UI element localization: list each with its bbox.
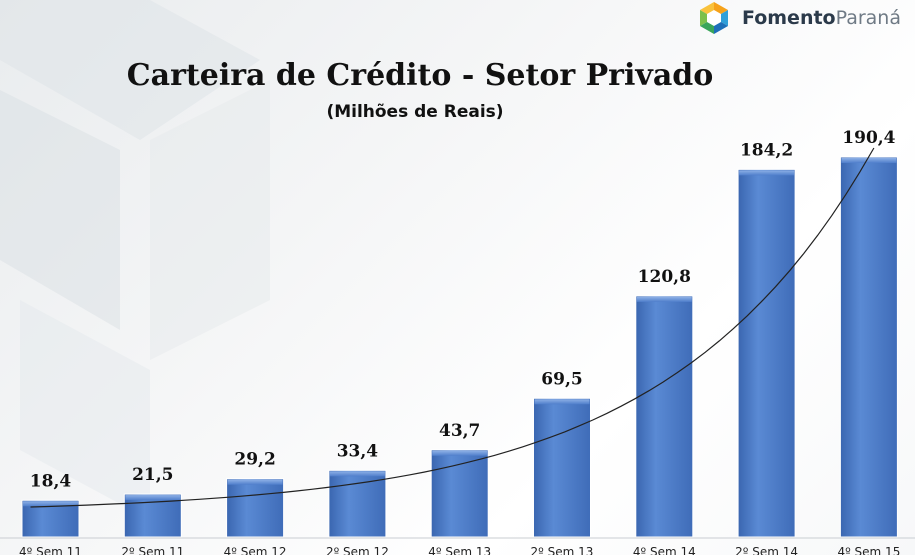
data-label: 43,7 — [439, 421, 480, 441]
data-label: 33,4 — [337, 441, 379, 461]
x-tick-label: 4º Sem 11 — [19, 545, 82, 555]
trend-line — [30, 147, 875, 508]
bar — [328, 469, 387, 538]
logo-text-light: Paraná — [835, 7, 901, 29]
x-tick-label: 2º Sem 12 — [326, 545, 389, 555]
x-tick-label: 4º Sem 13 — [428, 545, 491, 555]
data-label: 120,8 — [638, 267, 691, 287]
chart-subtitle: (Milhões de Reais) — [326, 102, 504, 122]
x-tick-label: 2º Sem 13 — [531, 545, 594, 555]
bar — [533, 397, 591, 538]
fomento-parana-logo: FomentoParaná — [696, 0, 901, 36]
data-label: 18,4 — [30, 471, 72, 491]
x-tick-label: 4º Sem 12 — [224, 545, 287, 555]
data-label: 184,2 — [740, 140, 793, 160]
bar — [737, 168, 796, 538]
x-tick-label: 2º Sem 14 — [735, 545, 798, 555]
bar — [635, 295, 694, 538]
bar — [839, 156, 898, 538]
bar — [226, 478, 285, 538]
logo-text-bold: Fomento — [742, 7, 836, 29]
data-label: 21,5 — [132, 465, 173, 485]
logo-wordmark: FomentoParaná — [742, 7, 901, 29]
bar — [430, 449, 489, 538]
logo-hexagon-icon — [700, 2, 728, 34]
chart-title: Carteira de Crédito - Setor Privado — [126, 58, 714, 93]
data-label: 190,4 — [842, 128, 895, 148]
data-label: 29,2 — [234, 450, 275, 470]
x-tick-label: 4º Sem 14 — [633, 545, 696, 555]
x-tick-label: 4º Sem 15 — [837, 545, 900, 555]
data-label: 69,5 — [541, 369, 582, 389]
x-tick-label: 2º Sem 11 — [121, 545, 184, 555]
